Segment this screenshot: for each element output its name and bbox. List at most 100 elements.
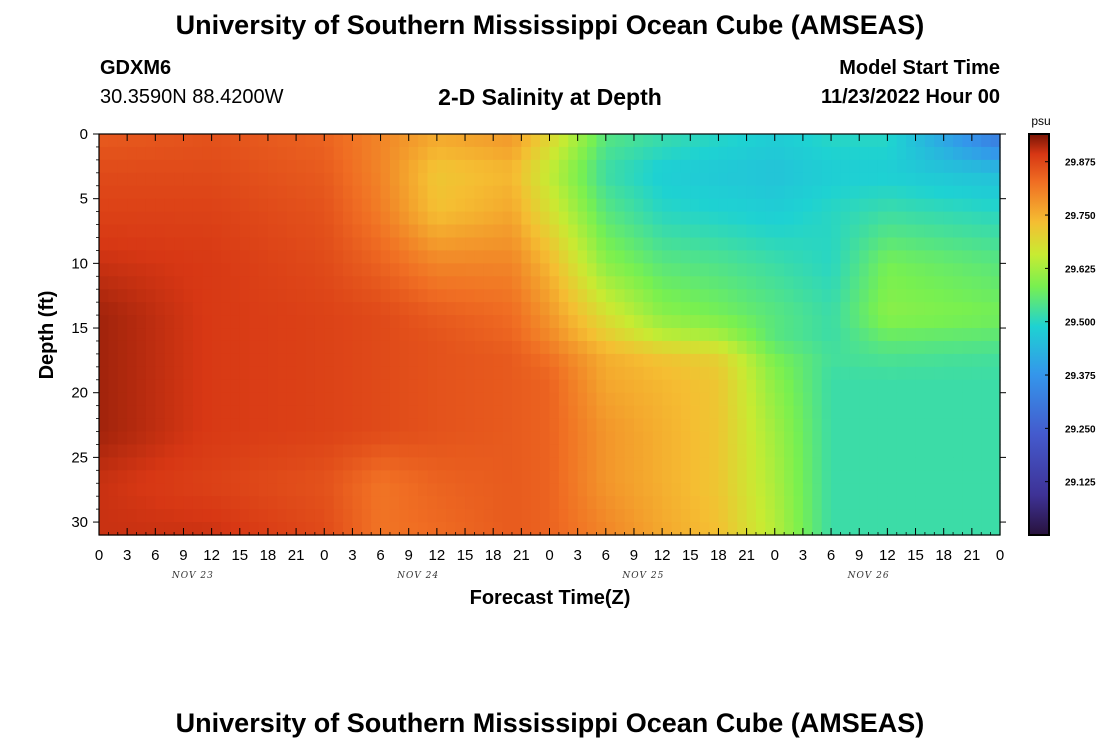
heatmap-cell <box>211 366 222 381</box>
heatmap-cell <box>840 134 851 148</box>
heatmap-cell <box>709 276 720 290</box>
heatmap-cell <box>943 379 954 394</box>
heatmap-cell <box>540 522 551 536</box>
heatmap-cell <box>483 134 494 148</box>
heatmap-cell <box>117 431 128 446</box>
heatmap-cell <box>662 431 673 446</box>
heatmap-cell <box>540 457 551 471</box>
heatmap-cell <box>906 418 917 433</box>
heatmap-cell <box>615 250 626 264</box>
heatmap-cell <box>934 457 945 471</box>
heatmap-cell <box>314 263 325 277</box>
heatmap-cell <box>380 289 391 303</box>
heatmap-cell <box>596 172 607 187</box>
heatmap-cell <box>615 405 626 420</box>
heatmap-cell <box>652 224 663 239</box>
heatmap-cell <box>465 457 476 471</box>
heatmap-cell <box>577 224 588 239</box>
heatmap-cell <box>258 418 269 433</box>
heatmap-cell <box>164 483 175 497</box>
heatmap-cell <box>765 444 776 458</box>
heatmap-cell <box>408 211 419 226</box>
heatmap-cell <box>117 146 128 161</box>
heatmap-cell <box>737 211 748 226</box>
heatmap-cell <box>877 224 888 239</box>
heatmap-cell <box>249 522 260 536</box>
heatmap-cell <box>408 483 419 497</box>
heatmap-cell <box>314 392 325 407</box>
heatmap-cell <box>127 444 138 458</box>
heatmap-cell <box>136 353 147 368</box>
heatmap-cell <box>474 522 485 536</box>
heatmap-cell <box>202 353 213 368</box>
heatmap-cell <box>906 483 917 497</box>
heatmap-cell <box>962 340 973 355</box>
heatmap-cell <box>286 405 297 420</box>
heatmap-cell <box>934 340 945 355</box>
heatmap-cell <box>624 496 635 510</box>
heatmap-cell <box>774 263 785 277</box>
heatmap-cell <box>906 224 917 239</box>
heatmap-cell <box>558 172 569 187</box>
heatmap-cell <box>812 328 823 342</box>
heatmap-cell <box>765 457 776 471</box>
heatmap-cell <box>333 211 344 226</box>
heatmap-cell <box>192 522 203 536</box>
heatmap-cell <box>615 237 626 252</box>
heatmap-cell <box>680 185 691 200</box>
heatmap-cell <box>361 418 372 433</box>
heatmap-cell <box>906 340 917 355</box>
heatmap-cell <box>155 470 166 484</box>
heatmap-cell <box>305 224 316 239</box>
heatmap-cell <box>145 340 156 355</box>
colorbar: psu 29.87529.75029.62529.50029.37529.250… <box>1028 114 1096 536</box>
heatmap-cell <box>765 522 776 536</box>
heatmap-cell <box>596 379 607 394</box>
heatmap-cell <box>605 405 616 420</box>
heatmap-cell <box>465 289 476 303</box>
heatmap-cell <box>221 392 231 407</box>
heatmap-cell <box>305 328 316 342</box>
heatmap-cell <box>699 198 710 213</box>
heatmap-cell <box>971 172 982 187</box>
heatmap-cell <box>737 418 748 433</box>
heatmap-cell <box>502 496 513 510</box>
heatmap-cell <box>549 134 560 148</box>
heatmap-cell <box>183 522 194 536</box>
heatmap-cell <box>296 340 307 355</box>
heatmap-cell <box>343 483 354 497</box>
heatmap-cell <box>493 353 504 368</box>
heatmap-cell <box>493 483 504 497</box>
heatmap-cell <box>314 483 325 497</box>
heatmap-cell <box>530 379 541 394</box>
heatmap-cell <box>643 366 654 381</box>
heatmap-cell <box>427 496 438 510</box>
heatmap-cell <box>371 185 382 200</box>
heatmap-cell <box>540 159 551 174</box>
heatmap-cell <box>239 340 250 355</box>
heatmap-cell <box>709 250 720 264</box>
heatmap-cell <box>915 315 926 329</box>
heatmap-cell <box>671 379 682 394</box>
heatmap-cell <box>502 405 513 420</box>
heatmap-cell <box>971 224 982 239</box>
heatmap-cell <box>446 483 457 497</box>
heatmap-cell <box>324 522 335 536</box>
heatmap-cell <box>324 328 335 342</box>
heatmap-cell <box>136 366 147 381</box>
heatmap-cell <box>549 444 560 458</box>
heatmap-cell <box>680 302 691 316</box>
heatmap-cell <box>755 159 766 174</box>
heatmap-cell <box>671 146 682 161</box>
heatmap-cell <box>249 224 260 239</box>
heatmap-cell <box>221 315 231 329</box>
heatmap-cell <box>671 237 682 252</box>
heatmap-cell <box>962 379 973 394</box>
heatmap-cell <box>605 276 616 290</box>
x-tick-label: 21 <box>738 547 755 564</box>
heatmap-cell <box>211 289 222 303</box>
heatmap-cell <box>596 159 607 174</box>
heatmap-cell <box>737 172 748 187</box>
heatmap-cell <box>793 263 804 277</box>
heatmap-cell <box>953 276 964 290</box>
